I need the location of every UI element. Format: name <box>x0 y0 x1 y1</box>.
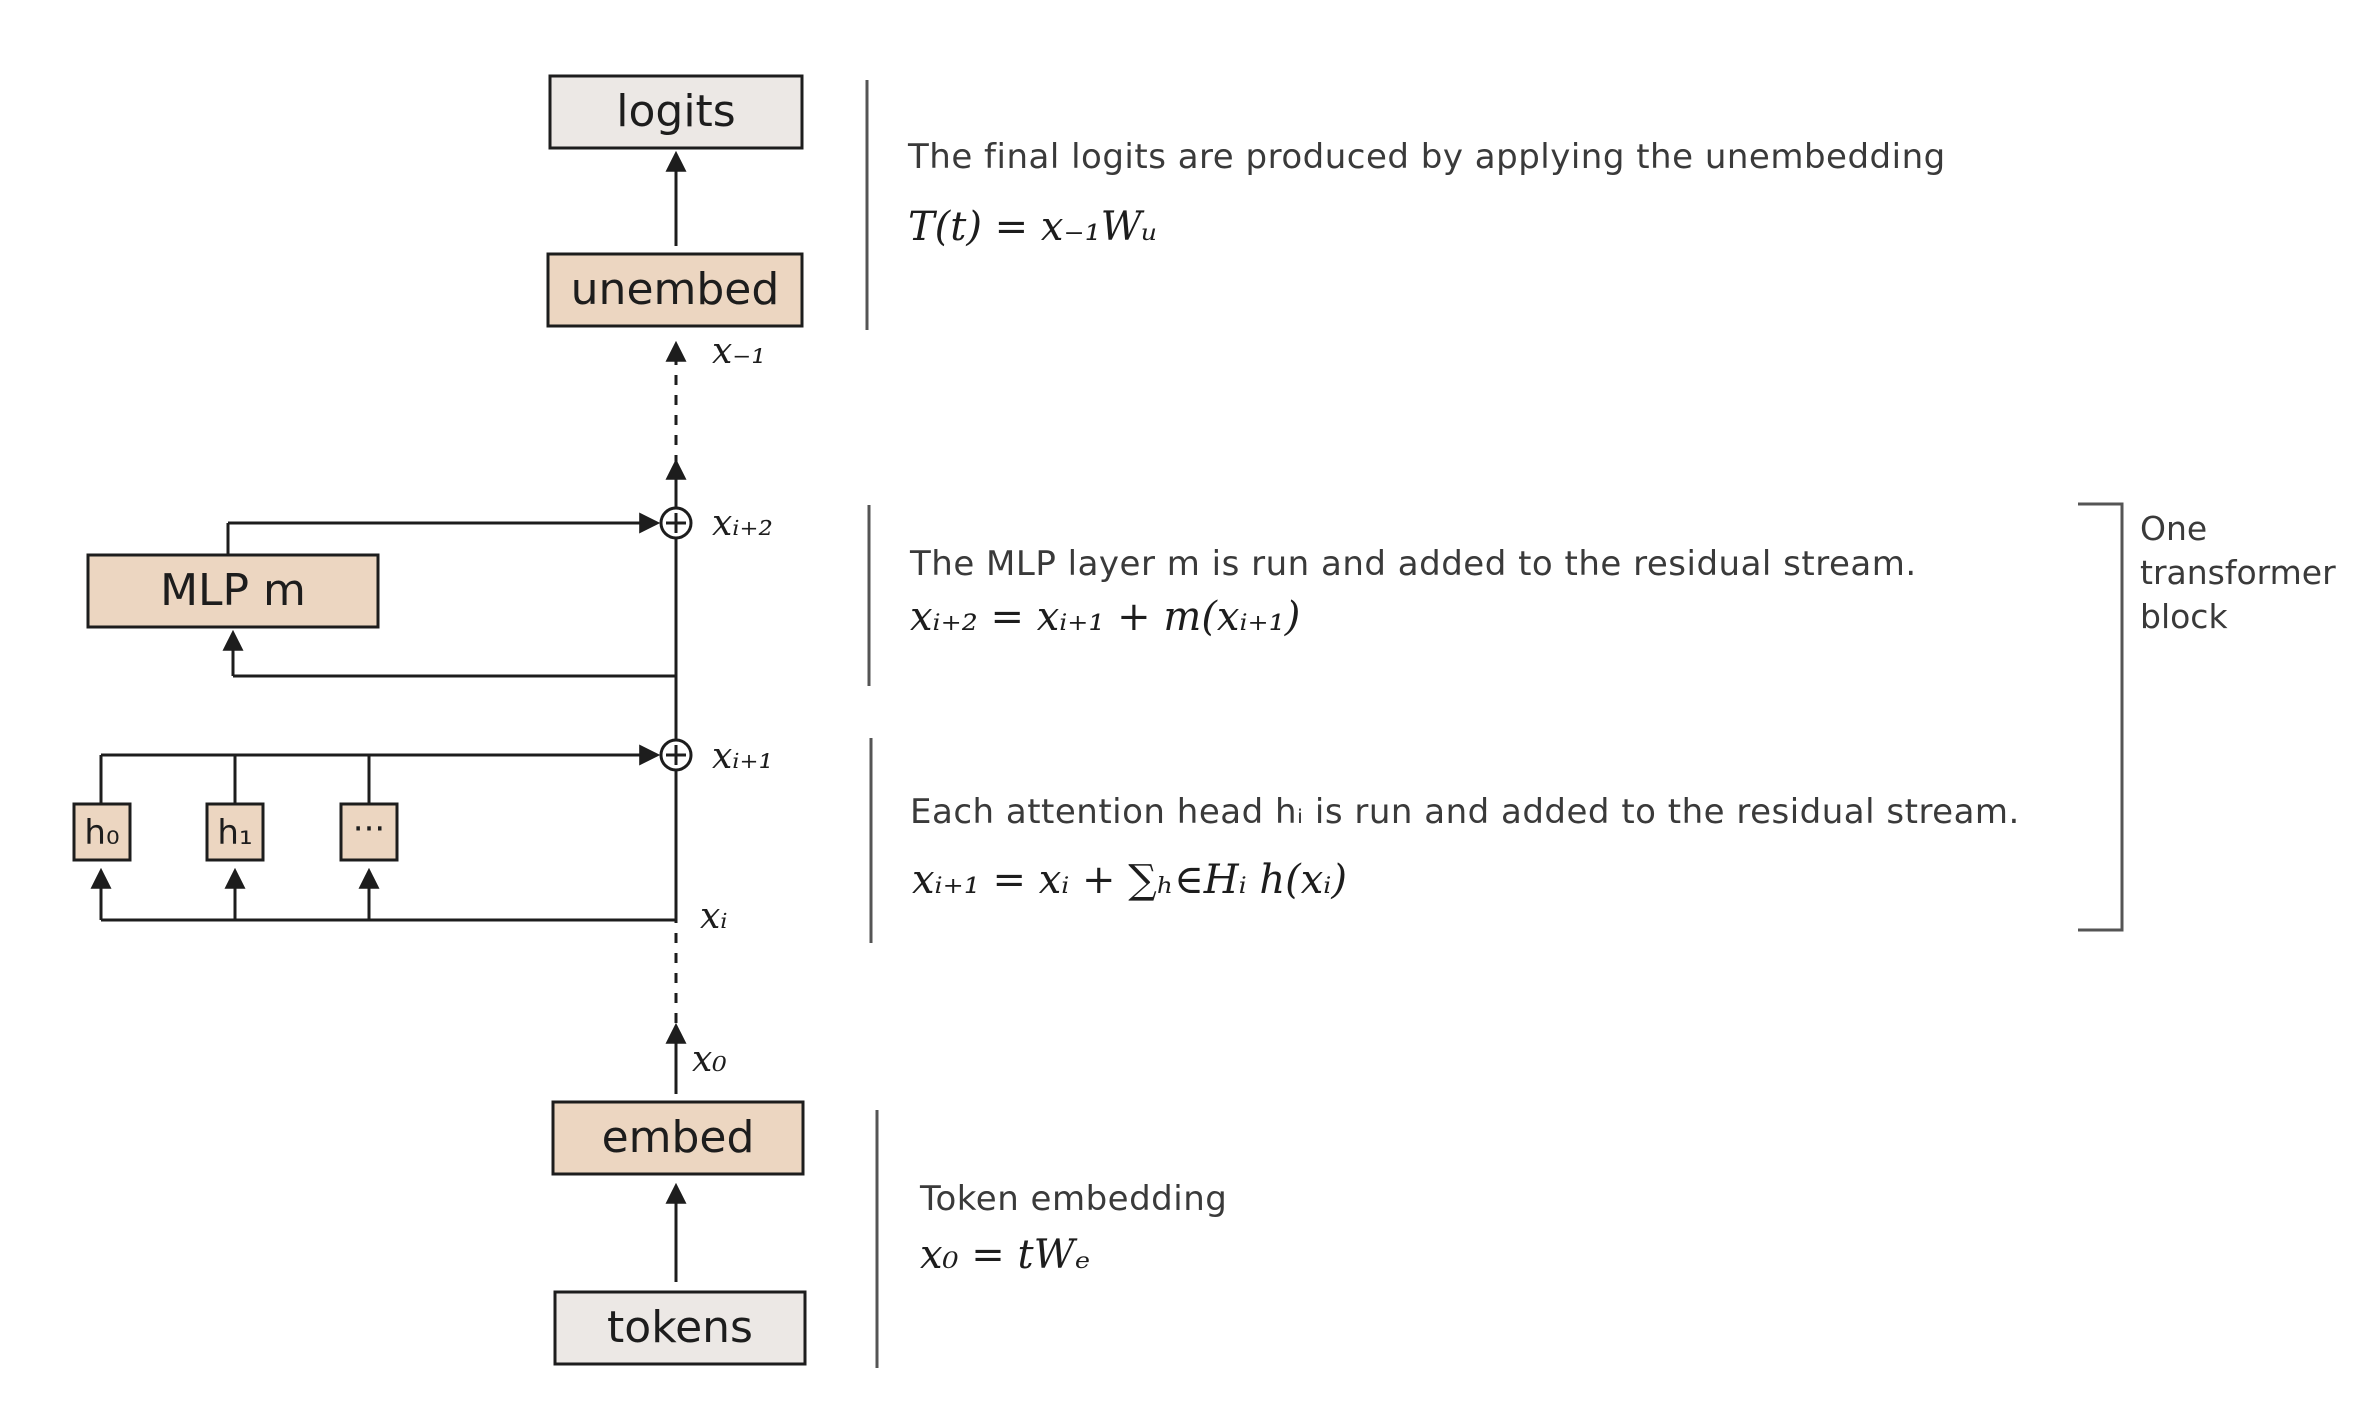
block-label-line-2: transformer <box>2140 553 2336 592</box>
var-x-0: x₀ <box>692 1039 727 1080</box>
logits-box: logits <box>550 76 802 148</box>
embed-formula: x₀ = tWₑ <box>920 1232 1090 1278</box>
tokens-label: tokens <box>607 1302 753 1353</box>
head-0-label: h₀ <box>84 813 119 853</box>
attention-formula: xᵢ₊₁ = xᵢ + ∑ₕ∈Hᵢ h(xᵢ) <box>912 857 1347 903</box>
mlp-box: MLP m <box>88 555 378 627</box>
block-label-line-3: block <box>2140 597 2228 636</box>
head-1-label: h₁ <box>217 813 252 853</box>
unembed-label: unembed <box>571 264 780 315</box>
unembed-formula: T(t) = x₋₁Wᵤ <box>908 204 1158 250</box>
var-x-i: xᵢ <box>700 896 728 937</box>
unembed-description: The final logits are produced by applyin… <box>907 137 1946 177</box>
head-more-label: ··· <box>353 809 385 849</box>
embed-description: Token embedding <box>919 1179 1227 1219</box>
attention-head-1-box: h₁ <box>207 804 263 860</box>
logits-label: logits <box>616 86 735 137</box>
add-node-attn <box>661 740 691 770</box>
mlp-description: The MLP layer m is run and added to the … <box>909 544 1917 584</box>
add-node-mlp <box>661 508 691 538</box>
mlp-formula: xᵢ₊₂ = xᵢ₊₁ + m(xᵢ₊₁) <box>910 594 1300 640</box>
tokens-box: tokens <box>555 1292 805 1364</box>
var-x-i-plus-1: xᵢ₊₁ <box>712 736 773 777</box>
mlp-label: MLP m <box>160 565 306 616</box>
var-x-i-plus-2: xᵢ₊₂ <box>712 503 773 544</box>
unembed-box: unembed <box>548 254 802 326</box>
attention-description: Each attention head hᵢ is run and added … <box>910 792 2020 832</box>
embed-box: embed <box>553 1102 803 1174</box>
attention-head-more-box: ··· <box>341 804 397 860</box>
transformer-block-bracket <box>2078 504 2122 930</box>
block-label-line-1: One <box>2140 509 2207 548</box>
var-x-neg1: x₋₁ <box>712 331 766 372</box>
embed-label: embed <box>602 1112 755 1163</box>
attention-head-0-box: h₀ <box>74 804 130 860</box>
